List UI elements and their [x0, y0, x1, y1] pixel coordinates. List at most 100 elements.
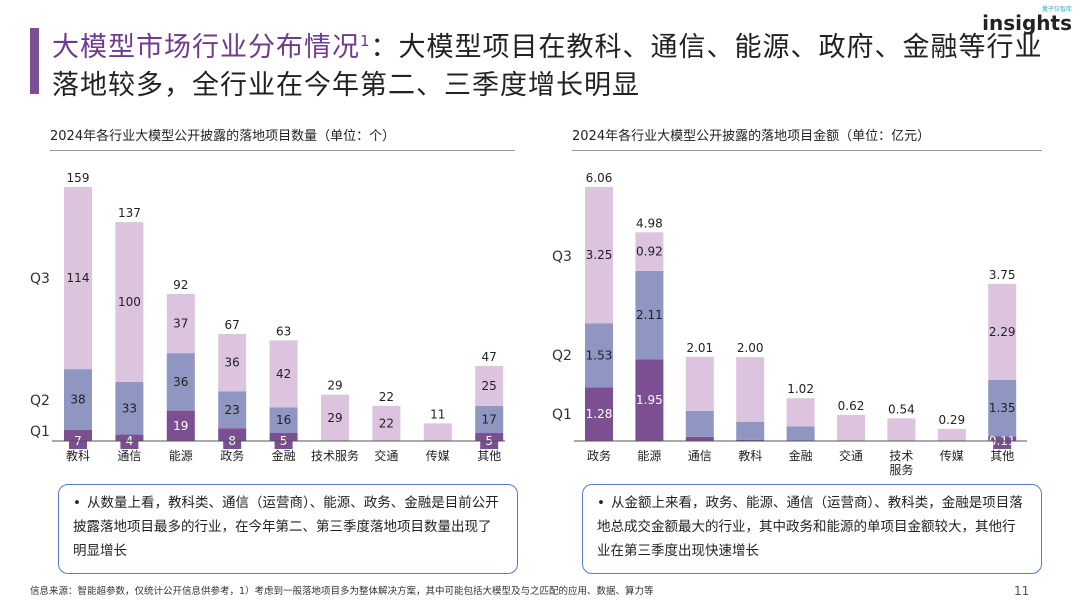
total-label: 11 [430, 407, 445, 421]
segment-label: 23 [225, 403, 240, 417]
series-label-q2: Q2 [30, 393, 50, 409]
bar-segment-q3 [937, 428, 966, 441]
bar-segment-q1 [585, 387, 613, 441]
left-note-box: • 从数量上看，教科类、通信（运营商）、能源、政务、金融是目前公开披露落地项目最多… [58, 484, 518, 574]
bar-segment-q3 [585, 187, 613, 324]
bar-segment-q3 [166, 294, 195, 354]
category-label: 交通 [839, 448, 863, 463]
bullet-icon: • [73, 495, 81, 511]
segment-label: 42 [276, 367, 291, 381]
segment-label: 36 [225, 356, 240, 370]
category-label: 通信 [688, 449, 712, 463]
total-label: 67 [225, 318, 240, 332]
bullet-icon: • [597, 495, 605, 511]
segment-label: 1.53 [586, 348, 613, 362]
series-label-q2: Q2 [552, 348, 572, 364]
segment-label: 33 [122, 401, 137, 415]
left-chart-title: 2024年各行业大模型公开披露的落地项目数量（单位：个） [50, 125, 515, 151]
bar-segment-q2 [218, 391, 247, 429]
right-note-box: • 从金额上来看，政务、能源、通信（运营商）、教科类，金融是项目落地总成交金额最大… [582, 484, 1042, 574]
category-label: 服务 [889, 462, 913, 477]
right-note-text: 从金额上来看，政务、能源、通信（运营商）、教科类，金融是项目落地总成交金额最大的… [597, 495, 1023, 559]
segment-label: 36 [173, 375, 188, 389]
bar-segment-q2 [64, 369, 92, 430]
segment-label: 2.11 [636, 308, 663, 322]
series-label-q3: Q3 [552, 249, 572, 265]
bar-segment-q3 [115, 222, 144, 382]
total-label: 6.06 [586, 171, 613, 185]
segment-label: 114 [67, 271, 90, 285]
series-label-q3: Q3 [30, 271, 50, 287]
bar-segment-q3 [837, 415, 865, 441]
bar-segment-q3 [786, 398, 815, 427]
bar-segment-q2 [685, 410, 714, 437]
category-label: 教科 [66, 448, 90, 463]
segment-label: 22 [379, 416, 394, 430]
segment-label: 2.29 [989, 325, 1016, 339]
bar-segment-q1 [685, 436, 714, 441]
page-title: 大模型市场行业分布情况1：大模型项目在教科、通信、能源、政府、金融等行业落地较多… [52, 22, 1052, 105]
total-label: 63 [276, 324, 291, 338]
total-label: 0.29 [938, 413, 965, 427]
title-rest: ：大模型项目在教科、通信、能源、政府、金融等行业落地较多，全行业在今年第二、三季… [52, 32, 1043, 101]
category-label: 其他 [990, 449, 1014, 463]
category-label: 政务 [587, 448, 611, 463]
bar-segment-q2 [736, 421, 765, 440]
bar-segment-q1 [635, 359, 664, 441]
category-label: 政务 [220, 448, 244, 463]
bar-segment-q2 [786, 426, 815, 441]
category-label: 能源 [169, 449, 193, 463]
bar-segment-q1 [166, 410, 195, 441]
bar-segment-q3 [685, 356, 714, 411]
segment-label: 1.35 [989, 401, 1016, 415]
total-label: 29 [327, 379, 342, 393]
total-label: 2.00 [737, 341, 764, 355]
category-label: 教科 [738, 448, 762, 463]
left-note-text: 从数量上看，教科类、通信（运营商）、能源、政务、金融是目前公开披露落地项目最多的… [73, 495, 499, 559]
segment-label: 38 [70, 392, 85, 406]
total-label: 22 [379, 390, 394, 404]
bar-segment-q3 [887, 418, 916, 441]
segment-label: 3.25 [586, 248, 613, 262]
total-label: 3.75 [989, 268, 1016, 282]
segment-label: 0.92 [636, 245, 663, 259]
total-label: 1.02 [787, 382, 814, 396]
category-label: 其他 [477, 449, 501, 463]
category-label: 技术 [889, 449, 913, 463]
bar-segment-q1 [736, 439, 765, 441]
logo: 量子位智库 insights [982, 4, 1072, 33]
total-label: 137 [118, 206, 141, 220]
bar-segment-q2 [635, 270, 664, 360]
logo-text: insights [982, 11, 1072, 35]
segment-label: 29 [327, 411, 342, 425]
category-label: 传媒 [940, 448, 964, 463]
bar-segment-q3 [372, 405, 401, 441]
total-label: 159 [67, 171, 90, 185]
bar-segment-q2 [115, 381, 144, 435]
title-highlight: 大模型市场行业分布情况 [52, 32, 360, 63]
bar-segment-q3 [988, 283, 1017, 380]
right-chart-title: 2024年各行业大模型公开披露的落地项目金额（单位：亿元） [572, 125, 1042, 151]
bar-segment-q2 [475, 405, 504, 434]
total-label: 0.62 [838, 399, 865, 413]
series-label-q1: Q1 [552, 407, 572, 423]
title-footnote-mark: 1 [360, 32, 371, 50]
bar-segment-q2 [988, 379, 1017, 437]
segment-label: 16 [276, 413, 291, 427]
total-label: 0.54 [888, 402, 915, 416]
total-label: 92 [173, 278, 188, 292]
bar-segment-q2 [585, 323, 613, 388]
segment-label: 37 [173, 317, 188, 331]
category-label: 金融 [272, 448, 296, 463]
segment-label: 17 [482, 412, 497, 426]
page-number: 11 [1014, 584, 1030, 598]
bar-segment-q3 [64, 187, 92, 370]
bar-segment-q3 [269, 340, 298, 408]
category-label: 能源 [637, 449, 661, 463]
bar-segment-q3 [736, 357, 765, 422]
logo-small-text: 量子位智库 [1041, 6, 1072, 13]
segment-label: 100 [118, 295, 141, 309]
bar-segment-q2 [166, 353, 195, 411]
category-label: 通信 [117, 449, 141, 463]
